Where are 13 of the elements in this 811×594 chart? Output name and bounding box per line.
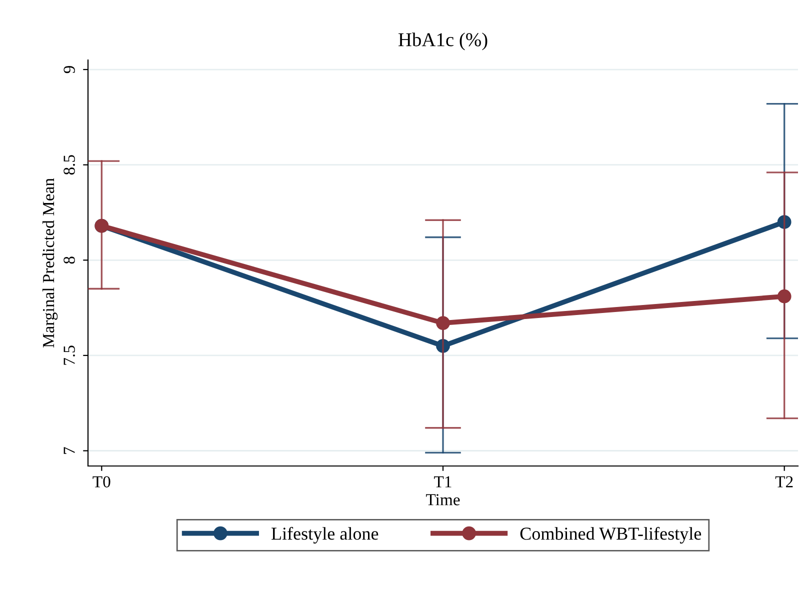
x-tick-label: T2	[775, 476, 793, 488]
y-tick-label: 8	[64, 256, 75, 264]
legend-label: Lifestyle alone	[272, 526, 378, 544]
x-tick-label: T1	[434, 476, 452, 488]
chart-title: HbA1c (%)	[398, 32, 488, 50]
y-tick-label: 9	[64, 66, 75, 74]
y-tick-label: 7.5	[64, 346, 75, 365]
x-axis-title: Time	[426, 494, 460, 506]
y-tick-label: 8.5	[64, 155, 75, 175]
y-axis-title: Marginal Predicted Mean	[42, 178, 58, 348]
x-tick-label: T0	[92, 476, 110, 488]
legend-label: Combined WBT-lifestyle	[520, 526, 702, 544]
y-tick-label: 7	[64, 447, 75, 454]
